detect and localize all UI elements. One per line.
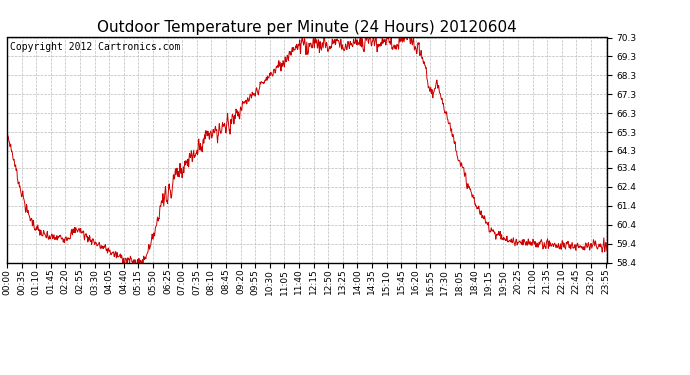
Text: Copyright 2012 Cartronics.com: Copyright 2012 Cartronics.com — [10, 42, 180, 52]
Title: Outdoor Temperature per Minute (24 Hours) 20120604: Outdoor Temperature per Minute (24 Hours… — [97, 20, 517, 35]
